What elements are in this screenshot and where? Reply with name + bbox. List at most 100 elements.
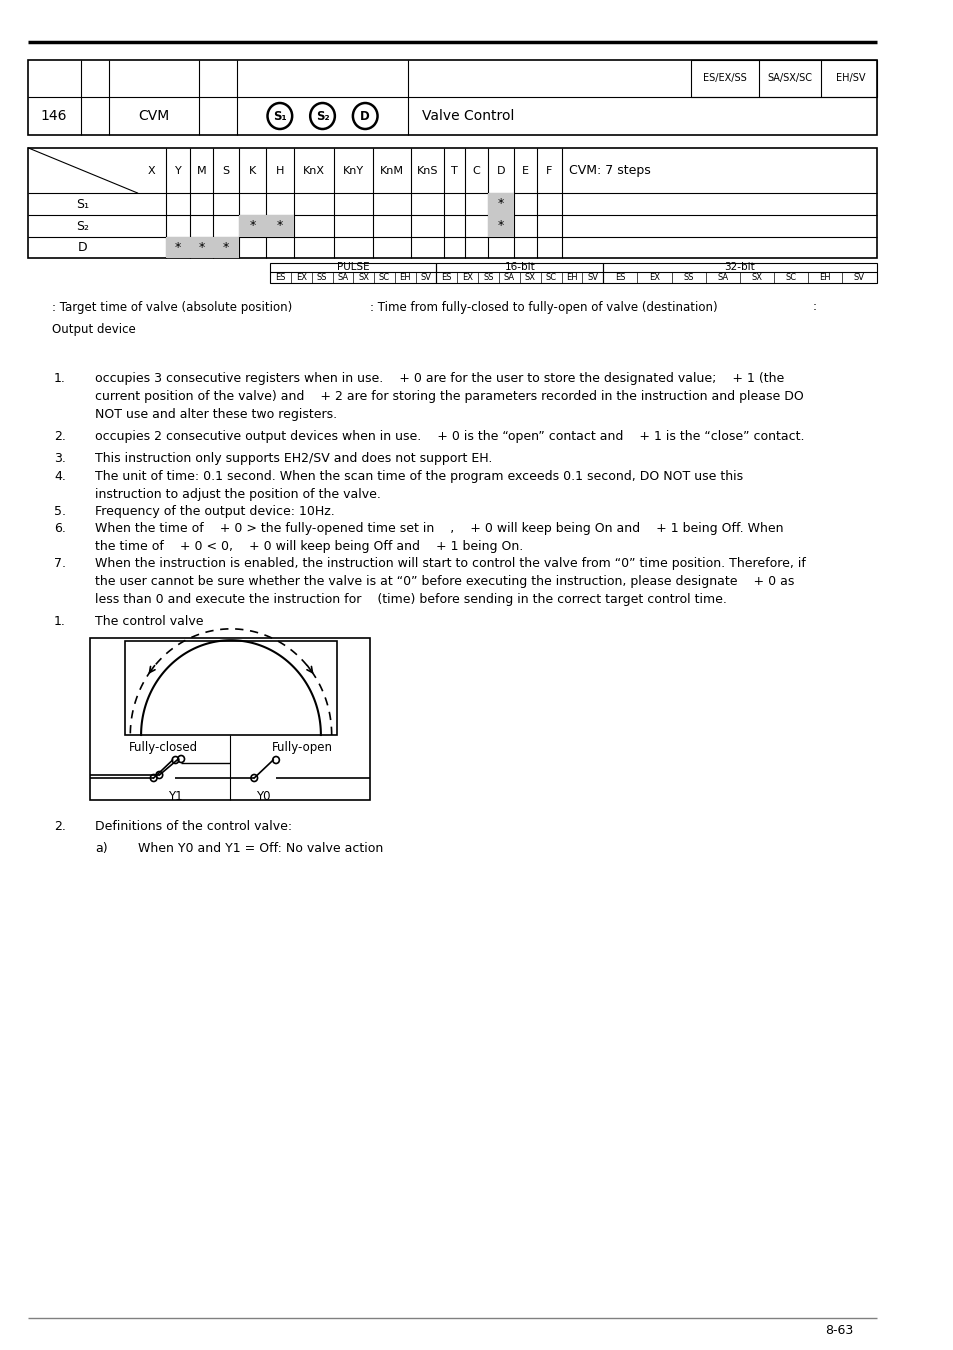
Text: When Y0 and Y1 = Off: No valve action: When Y0 and Y1 = Off: No valve action	[137, 842, 382, 855]
Text: 32-bit: 32-bit	[723, 262, 755, 273]
Text: X: X	[148, 166, 155, 176]
Text: SS: SS	[483, 273, 494, 282]
Text: CVM: CVM	[138, 109, 169, 123]
Text: 3.: 3.	[54, 452, 66, 464]
Text: occupies 3 consecutive registers when in use.    + 0 are for the user to store t: occupies 3 consecutive registers when in…	[94, 373, 783, 385]
Text: Output device: Output device	[52, 324, 135, 336]
Text: :: :	[812, 301, 816, 313]
Text: 1.: 1.	[54, 373, 66, 385]
Bar	[239, 215, 265, 238]
Text: EH: EH	[819, 273, 830, 282]
Text: ES: ES	[441, 273, 452, 282]
Text: SA/SX/SC: SA/SX/SC	[767, 73, 812, 84]
Text: PULSE: PULSE	[336, 262, 369, 273]
Text: the user cannot be sure whether the valve is at “0” before executing the instruc: the user cannot be sure whether the valv…	[94, 575, 794, 589]
Text: 2.: 2.	[54, 431, 66, 443]
Bar	[166, 238, 190, 258]
Text: SC: SC	[378, 273, 390, 282]
Text: SX: SX	[524, 273, 536, 282]
Bar	[29, 59, 876, 135]
Text: C: C	[472, 166, 479, 176]
Text: KnS: KnS	[416, 166, 437, 176]
Text: : Target time of valve (absolute position): : Target time of valve (absolute positio…	[52, 301, 293, 313]
Bar	[190, 238, 213, 258]
Text: 2.: 2.	[54, 819, 66, 833]
Text: SV: SV	[587, 273, 598, 282]
Text: 5.: 5.	[54, 505, 66, 518]
Text: D: D	[497, 166, 504, 176]
Text: a): a)	[94, 842, 108, 855]
Text: S₁: S₁	[76, 197, 89, 211]
Text: K: K	[249, 166, 255, 176]
Text: occupies 2 consecutive output devices when in use.    + 0 is the “open” contact : occupies 2 consecutive output devices wh…	[94, 431, 803, 443]
Text: SV: SV	[853, 273, 864, 282]
Text: F: F	[545, 166, 552, 176]
Text: *: *	[223, 242, 229, 254]
Text: KnY: KnY	[342, 166, 363, 176]
Text: SA: SA	[503, 273, 515, 282]
Text: 7.: 7.	[54, 558, 66, 570]
Bar	[487, 193, 514, 215]
Text: NOT use and alter these two registers.: NOT use and alter these two registers.	[94, 408, 336, 421]
Text: SX: SX	[358, 273, 369, 282]
Text: 1.: 1.	[54, 616, 66, 628]
Text: D: D	[77, 242, 88, 254]
Text: E: E	[521, 166, 529, 176]
Text: 8-63: 8-63	[824, 1323, 853, 1336]
Bar	[90, 639, 370, 801]
Text: Frequency of the output device: 10Hz.: Frequency of the output device: 10Hz.	[94, 505, 335, 518]
Text: EX: EX	[461, 273, 473, 282]
Text: D: D	[360, 109, 370, 123]
Text: EH: EH	[566, 273, 578, 282]
Text: 16-bit: 16-bit	[504, 262, 535, 273]
Bar	[125, 641, 336, 734]
Bar	[690, 59, 876, 97]
Text: 6.: 6.	[54, 522, 66, 535]
Text: S: S	[222, 166, 230, 176]
Text: KnX: KnX	[303, 166, 325, 176]
Text: *: *	[198, 242, 205, 254]
Text: T: T	[451, 166, 457, 176]
Text: SX: SX	[751, 273, 761, 282]
Bar	[213, 238, 239, 258]
Bar	[29, 148, 876, 258]
Text: SV: SV	[420, 273, 431, 282]
Text: The unit of time: 0.1 second. When the scan time of the program exceeds 0.1 seco: The unit of time: 0.1 second. When the s…	[94, 470, 742, 483]
Text: EH/SV: EH/SV	[835, 73, 864, 84]
Text: ES: ES	[275, 273, 286, 282]
Text: 4.: 4.	[54, 470, 66, 483]
Text: EH: EH	[399, 273, 411, 282]
Text: CVM: 7 steps: CVM: 7 steps	[569, 163, 650, 177]
Text: SA: SA	[337, 273, 348, 282]
Text: EX: EX	[295, 273, 307, 282]
Text: less than 0 and execute the instruction for    (time) before sending in the corr: less than 0 and execute the instruction …	[94, 593, 726, 606]
Text: Valve Control: Valve Control	[421, 109, 514, 123]
Bar	[265, 215, 294, 238]
Bar	[602, 263, 876, 284]
Text: When the time of    + 0 > the fully-opened time set in    ,    + 0 will keep bei: When the time of + 0 > the fully-opened …	[94, 522, 782, 535]
Text: SS: SS	[682, 273, 693, 282]
Text: This instruction only supports EH2/SV and does not support EH.: This instruction only supports EH2/SV an…	[94, 452, 492, 464]
Text: current position of the valve) and    + 2 are for storing the parameters recorde: current position of the valve) and + 2 a…	[94, 390, 802, 404]
Text: ES/EX/SS: ES/EX/SS	[702, 73, 746, 84]
Text: ES: ES	[615, 273, 625, 282]
Text: SS: SS	[316, 273, 327, 282]
Text: Fully-closed: Fully-closed	[129, 741, 198, 755]
Text: The control valve: The control valve	[94, 616, 203, 628]
Text: EX: EX	[648, 273, 659, 282]
Text: instruction to adjust the position of the valve.: instruction to adjust the position of th…	[94, 487, 380, 501]
Text: *: *	[497, 197, 503, 211]
Text: Y0: Y0	[256, 790, 271, 803]
Text: SA: SA	[717, 273, 728, 282]
Text: M: M	[196, 166, 206, 176]
Text: H: H	[275, 166, 284, 176]
Bar	[487, 215, 514, 238]
Text: : Time from fully-closed to fully-open of valve (destination): : Time from fully-closed to fully-open o…	[370, 301, 717, 313]
Text: When the instruction is enabled, the instruction will start to control the valve: When the instruction is enabled, the ins…	[94, 558, 805, 570]
Text: SC: SC	[784, 273, 796, 282]
Text: Fully-open: Fully-open	[272, 741, 333, 755]
Text: Definitions of the control valve:: Definitions of the control valve:	[94, 819, 292, 833]
Text: *: *	[249, 220, 255, 232]
Text: 146: 146	[41, 109, 68, 123]
Text: S₂: S₂	[76, 220, 89, 232]
